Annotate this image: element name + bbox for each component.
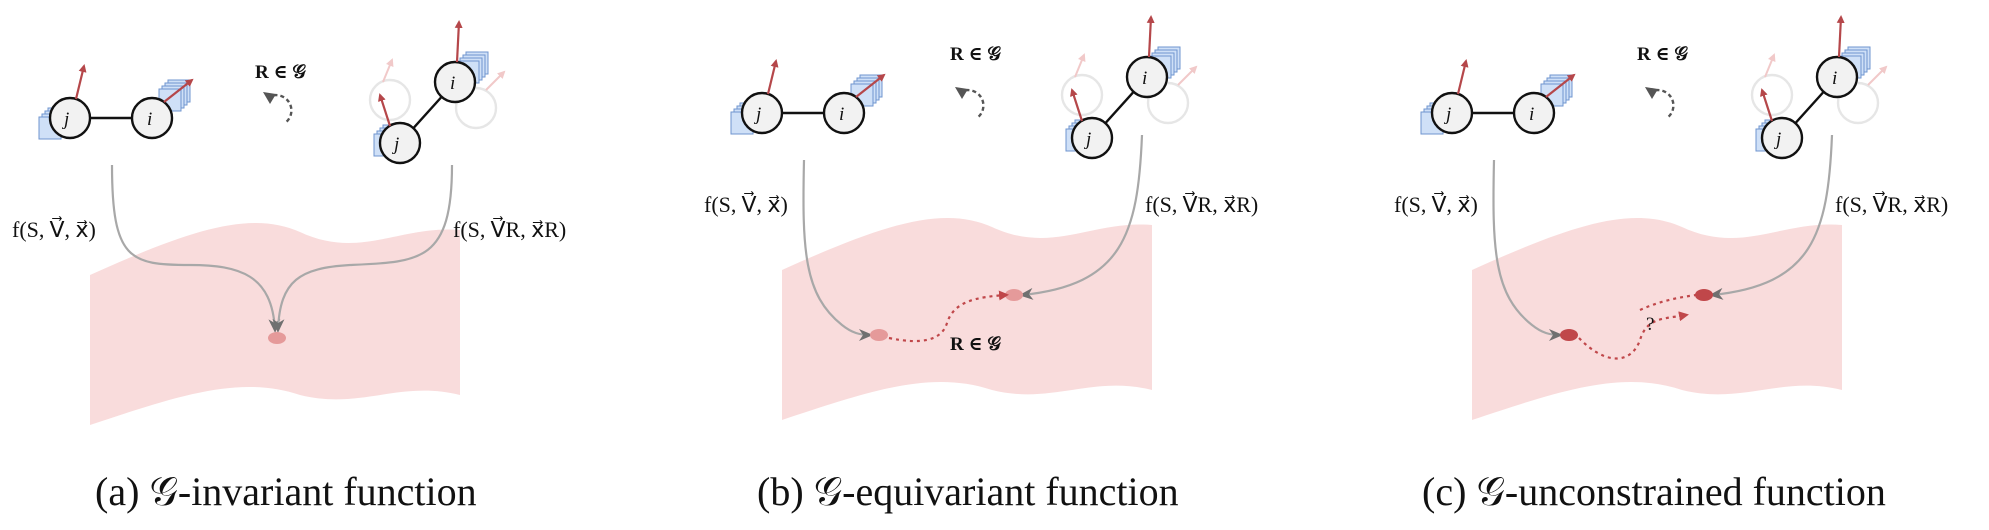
unconstrained-path bbox=[1578, 311, 1689, 360]
node-j-label: j bbox=[1443, 104, 1451, 125]
rotation-label: R ∈ 𝒢 bbox=[1637, 44, 1688, 65]
rotated-node-i-label: i bbox=[1142, 68, 1147, 89]
manifold-annotation: R ∈ 𝒢 bbox=[950, 334, 1001, 355]
left-map-label: f(S, V⃗, x⃗) bbox=[12, 216, 96, 242]
caption-b: (b) 𝒢-equivariant function bbox=[757, 469, 1179, 514]
left-map-label: f(S, V⃗, x⃗) bbox=[704, 191, 788, 217]
rotation-label: R ∈ 𝒢 bbox=[255, 62, 306, 83]
manifold-annotation: ? bbox=[1646, 314, 1654, 335]
right-map-curve bbox=[1709, 134, 1834, 300]
node-i-label: i bbox=[1529, 104, 1534, 125]
right-map-label: f(S, V⃗R, x⃗R) bbox=[1145, 191, 1258, 217]
image-point bbox=[268, 332, 286, 344]
rotation-label: R ∈ 𝒢 bbox=[950, 44, 1001, 65]
panel-c: j i i j R ∈ 𝒢 f(S, V⃗, x⃗) f(S, V⃗R, x⃗R… bbox=[1394, 17, 1948, 514]
node-j-label: j bbox=[61, 109, 69, 130]
source-point bbox=[1560, 329, 1578, 341]
right-map-label: f(S, V⃗R, x⃗R) bbox=[453, 216, 566, 242]
node-i-label: i bbox=[147, 109, 152, 130]
right-map-curve bbox=[272, 164, 454, 333]
panel-b: j i i j R ∈ 𝒢 f(S, V⃗, x⃗) f(S, V⃗R, x⃗R… bbox=[704, 17, 1258, 514]
target-point bbox=[1005, 289, 1023, 301]
rotated-node-j-label: j bbox=[1083, 129, 1091, 150]
rotated-node-j-label: j bbox=[1773, 129, 1781, 150]
right-map-curve bbox=[1019, 134, 1144, 300]
source-point bbox=[870, 329, 888, 341]
panel-a: j i i j R ∈ 𝒢 f(S, V⃗, x⃗) f(S, V⃗R, x⃗R… bbox=[12, 22, 566, 514]
target-point bbox=[1695, 289, 1713, 301]
rotated-node-i-label: i bbox=[450, 73, 455, 94]
right-map-label: f(S, V⃗R, x⃗R) bbox=[1835, 191, 1948, 217]
left-map-curve bbox=[1492, 159, 1563, 341]
left-map-curve bbox=[110, 164, 281, 333]
rotated-node-j-label: j bbox=[391, 134, 399, 155]
left-map-label: f(S, V⃗, x⃗) bbox=[1394, 191, 1478, 217]
left-map-curve bbox=[802, 159, 873, 341]
caption-a: (a) 𝒢-invariant function bbox=[95, 469, 477, 514]
caption-c: (c) 𝒢-unconstrained function bbox=[1422, 469, 1886, 514]
equivariant-path bbox=[888, 290, 1009, 343]
node-i-label: i bbox=[839, 104, 844, 125]
rotated-node-i-label: i bbox=[1832, 68, 1837, 89]
node-j-label: j bbox=[753, 104, 761, 125]
